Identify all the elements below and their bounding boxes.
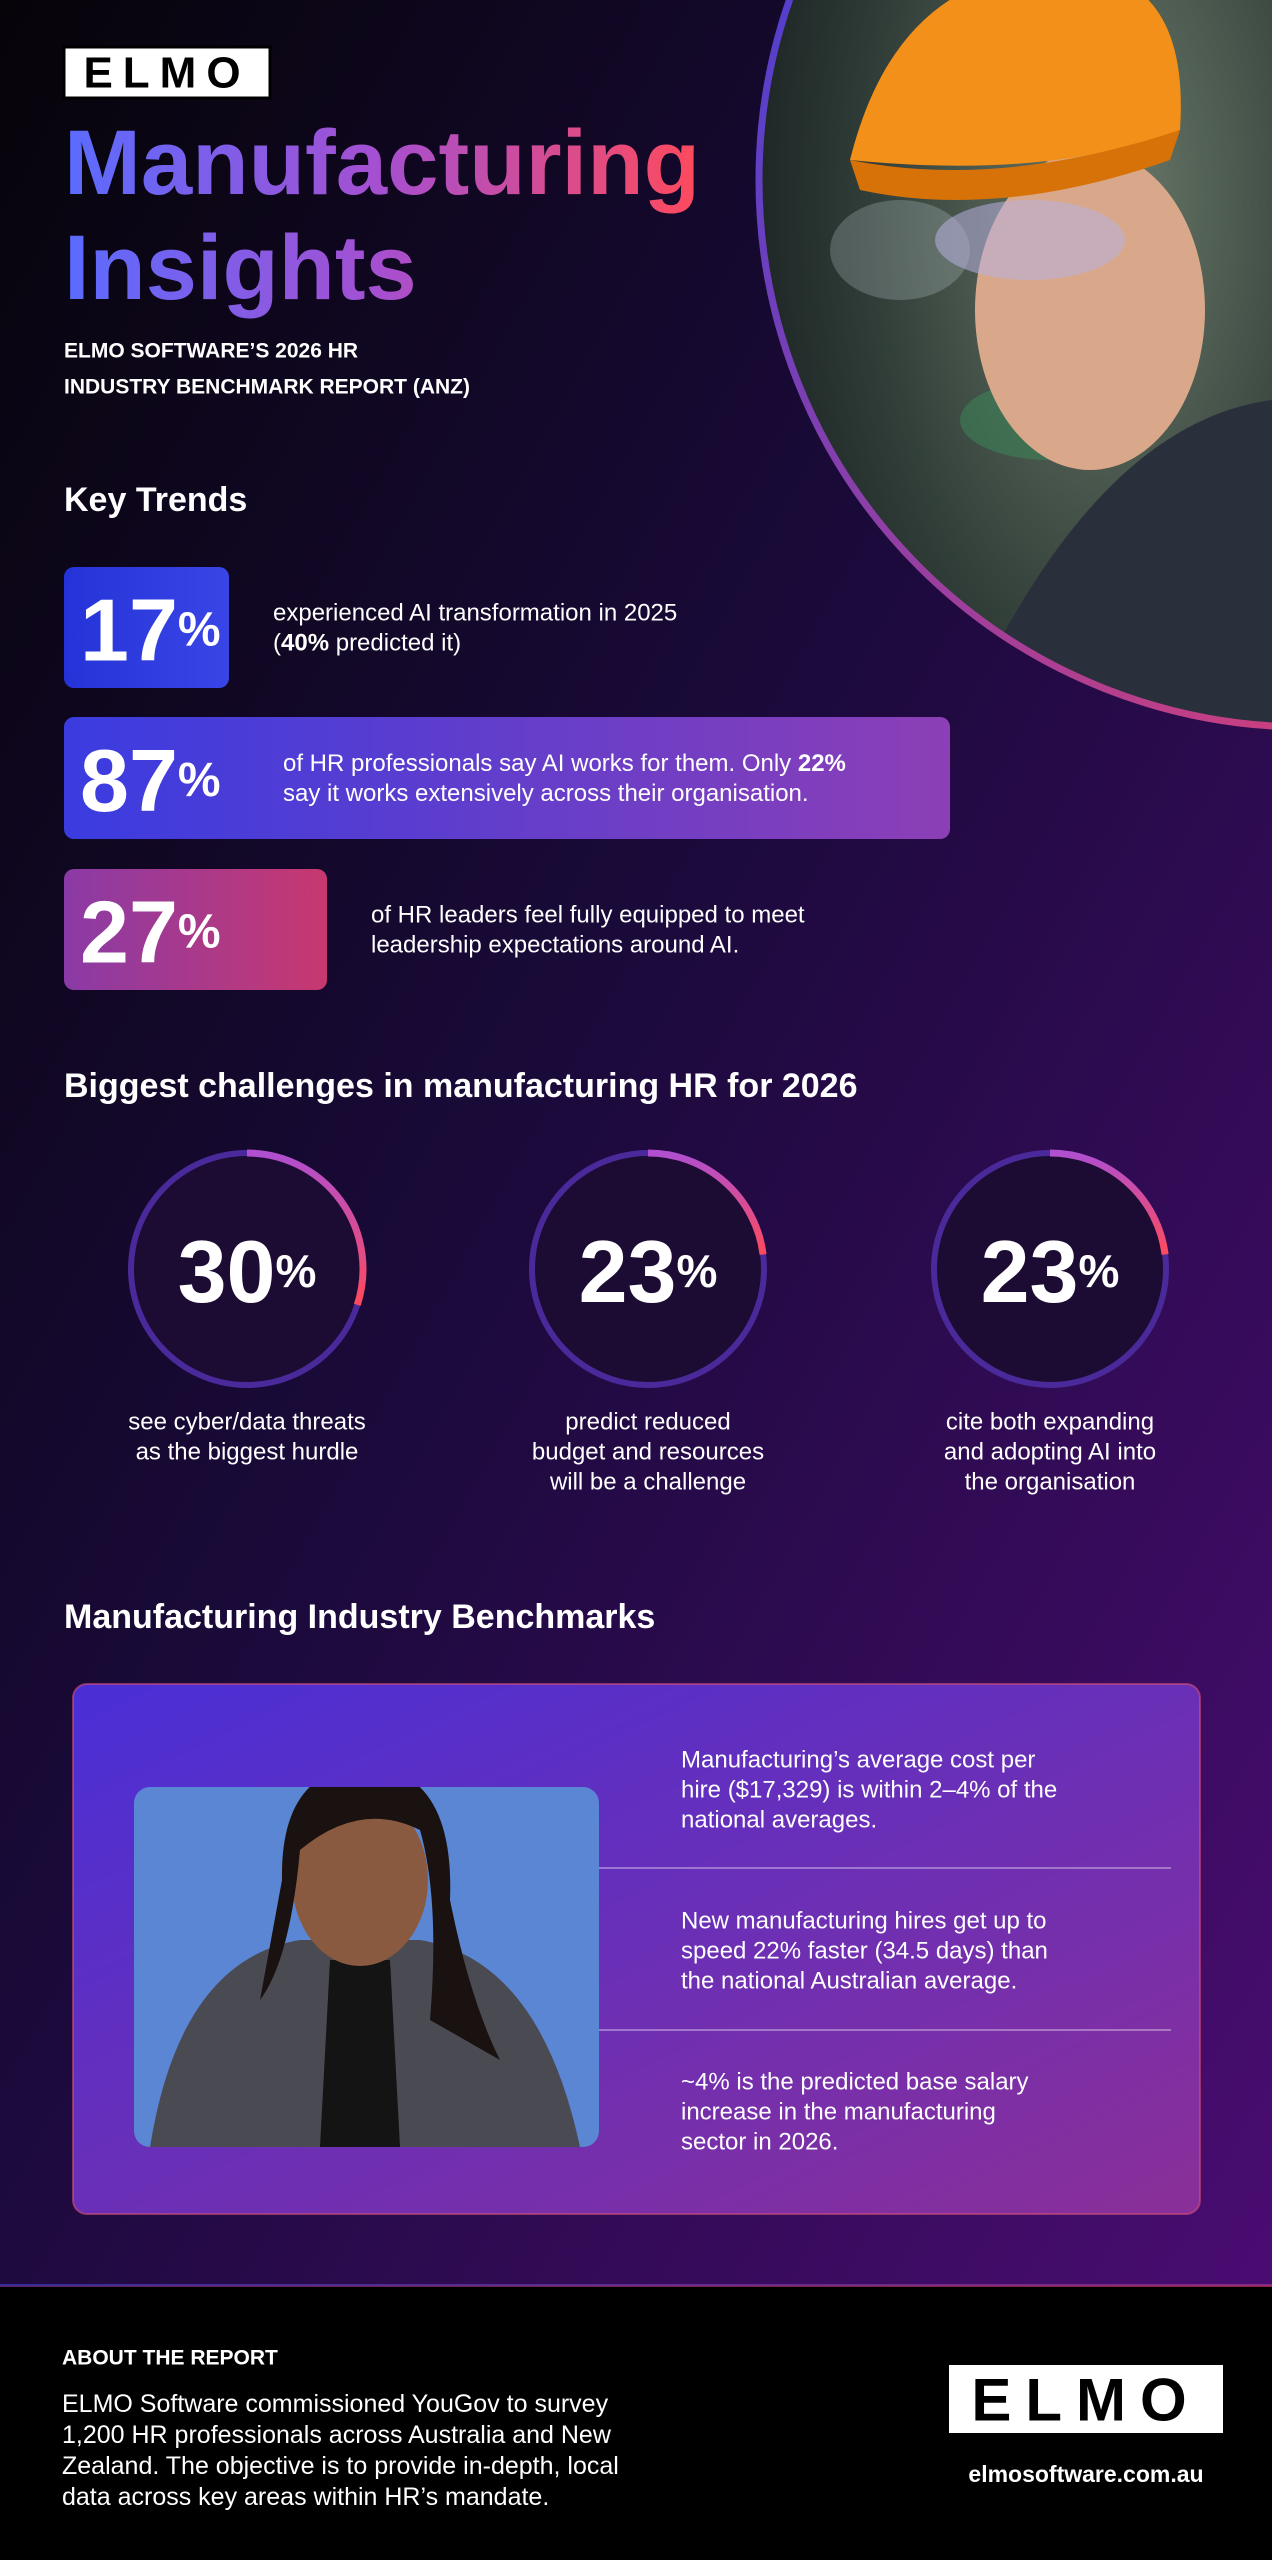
benchmark-text: speed 22% faster (34.5 days) than (681, 1938, 1048, 1965)
benchmark-text: national averages. (681, 1807, 877, 1834)
challenge-unit: % (275, 1245, 316, 1297)
text-segment: say it works extensively across their or… (283, 780, 809, 807)
ring-arc (647, 1149, 767, 1255)
stat-number: 87 (80, 731, 178, 830)
text-segment: of HR professionals say AI works for the… (283, 750, 798, 777)
text-segment: of HR leaders feel fully equipped to mee… (371, 901, 805, 928)
stat-unit: % (178, 603, 221, 656)
section-heading: Biggest challenges in manufacturing HR f… (64, 1067, 858, 1105)
footer-rule (0, 2284, 1272, 2287)
benchmark-text: New manufacturing hires get up to (681, 1908, 1047, 1935)
footer-heading: ABOUT THE REPORT (62, 2347, 278, 2370)
challenge-caption: will be a challenge (549, 1469, 746, 1496)
benchmark-text: ~4% is the predicted base salary (681, 2069, 1029, 2096)
stat-text: of HR leaders feel fully equipped to mee… (371, 901, 805, 928)
challenge-caption: budget and resources (532, 1439, 764, 1466)
benchmark-text: Manufacturing’s average cost per (681, 1747, 1035, 1774)
stat-box (64, 567, 229, 688)
stat-text: of HR professionals say AI works for the… (283, 750, 846, 777)
stat-box (64, 869, 327, 990)
stat-value: 87% (80, 731, 221, 830)
section-heading: Manufacturing Industry Benchmarks (64, 1598, 655, 1636)
challenge-unit: % (676, 1245, 717, 1297)
challenge-caption: and adopting AI into (944, 1439, 1156, 1466)
challenge-value: 30% (178, 1222, 317, 1321)
text-segment: 22% (798, 750, 846, 777)
challenge-number: 23 (981, 1222, 1079, 1321)
challenge-caption: see cyber/data threats (128, 1409, 365, 1436)
logo: ELMO (83, 49, 250, 98)
text-segment: predicted it) (329, 629, 461, 656)
stat-text: say it works extensively across their or… (283, 780, 809, 807)
text-segment: leadership expectations around AI. (371, 931, 739, 958)
subtitle-line: INDUSTRY BENCHMARK REPORT (ANZ) (64, 376, 470, 399)
section-heading: Key Trends (64, 481, 247, 519)
challenge-unit: % (1078, 1245, 1119, 1297)
stat-unit: % (178, 905, 221, 958)
footer-body: ELMO Software commissioned YouGov to sur… (62, 2390, 609, 2418)
footer-body: 1,200 HR professionals across Australia … (62, 2421, 612, 2449)
challenge-caption: as the biggest hurdle (136, 1439, 359, 1466)
benchmark-text: sector in 2026. (681, 2129, 838, 2156)
footer-body: Zealand. The objective is to provide in-… (62, 2452, 619, 2480)
logo-box (62, 45, 272, 100)
challenge-caption: predict reduced (565, 1409, 730, 1436)
stat-number: 17 (80, 580, 178, 679)
stat-unit: % (178, 754, 221, 807)
text-segment: ( (273, 629, 281, 656)
challenge-value: 23% (579, 1222, 718, 1321)
ring-arc (246, 1149, 367, 1306)
benchmark-text: increase in the manufacturing (681, 2099, 996, 2126)
ring-arc (1049, 1149, 1169, 1255)
url: elmosoftware.com.au (968, 2461, 1203, 2487)
challenge-caption: the organisation (965, 1469, 1136, 1496)
stat-value: 17% (80, 580, 221, 679)
person-photo (134, 1787, 599, 2147)
challenge-caption: cite both expanding (946, 1409, 1154, 1436)
challenge-number: 30 (178, 1222, 276, 1321)
benchmark-text: the national Australian average. (681, 1968, 1017, 1995)
stat-text: experienced AI transformation in 2025 (273, 599, 677, 626)
stat-text: (40% predicted it) (273, 629, 461, 656)
stat-text: leadership expectations around AI. (371, 931, 739, 958)
benchmark-text: hire ($17,329) is within 2–4% of the (681, 1777, 1057, 1804)
logo-box (949, 2365, 1223, 2433)
footer-body: data across key areas within HR’s mandat… (62, 2483, 549, 2511)
stat-box (64, 717, 950, 839)
photo-rim (755, 0, 1272, 730)
logo: ELMO (971, 2367, 1200, 2434)
stat-value: 27% (80, 882, 221, 981)
text-segment: 40% (281, 629, 329, 656)
challenge-number: 23 (579, 1222, 677, 1321)
subtitle-line: ELMO SOFTWARE’S 2026 HR (64, 340, 358, 363)
challenge-value: 23% (981, 1222, 1120, 1321)
title-line: Insights (64, 217, 417, 319)
stat-number: 27 (80, 882, 178, 981)
title-line: Manufacturing (64, 112, 700, 214)
text-segment: experienced AI transformation in 2025 (273, 599, 677, 626)
